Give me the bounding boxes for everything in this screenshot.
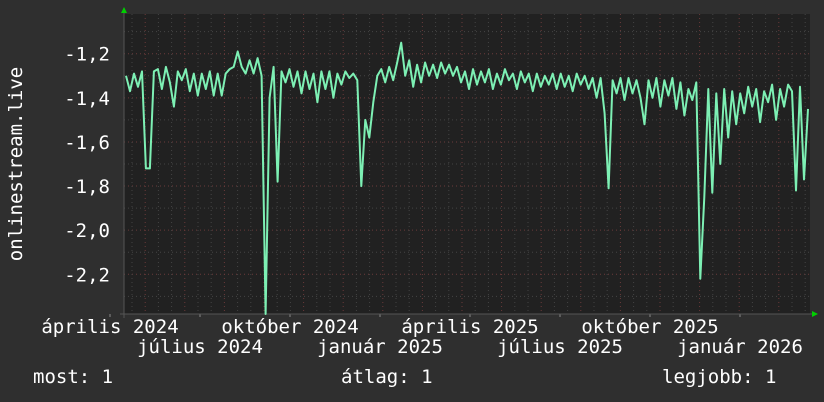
y-axis-arrow-icon xyxy=(121,7,127,13)
legend-best: legjobb: 1 xyxy=(662,366,777,388)
x-tick-label: január 2025 xyxy=(317,336,443,358)
x-tick-label: október 2025 xyxy=(581,316,718,338)
y-axis-ticks: -1,2 -1,4 -1,6 -1,8 -2,0 -2,2 xyxy=(64,44,110,287)
x-tick-label: október 2024 xyxy=(221,316,358,338)
y-tick-label: -1,6 xyxy=(64,132,110,154)
y-tick-label: -2,0 xyxy=(64,220,110,242)
legend-average: átlag: 1 xyxy=(341,366,433,388)
y-tick-label: -2,2 xyxy=(64,264,110,286)
legend-now: most: 1 xyxy=(33,366,114,388)
x-tick-label: április 2024 xyxy=(41,316,178,338)
y-tick-label: -1,4 xyxy=(64,88,110,110)
x-tick-label: április 2025 xyxy=(401,316,538,338)
x-axis-arrow-icon xyxy=(812,311,818,317)
series-line xyxy=(125,41,809,315)
y-tick-label: -1,8 xyxy=(64,176,110,198)
plot-area xyxy=(124,14,810,314)
y-tick-label: -1,2 xyxy=(64,44,110,66)
y-axis-label: onlinestream.live xyxy=(5,67,27,261)
x-tick-label: július 2024 xyxy=(137,336,263,358)
x-tick-label: július 2025 xyxy=(497,336,623,358)
x-tick-label: január 2026 xyxy=(677,336,803,358)
